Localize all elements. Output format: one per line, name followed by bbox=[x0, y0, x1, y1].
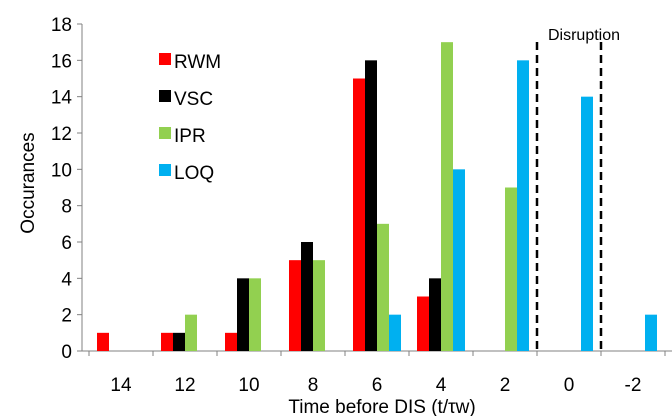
x-tick-label: 10 bbox=[238, 375, 259, 396]
x-tick-label: 4 bbox=[436, 375, 447, 396]
y-axis: 0 2 4 6 8 10 12 14 16 18 bbox=[51, 15, 83, 363]
x-axis: 14 12 10 8 6 4 2 0 -2 bbox=[82, 350, 672, 396]
legend-swatch-loq bbox=[159, 164, 171, 176]
bar-rwm bbox=[161, 332, 173, 351]
bar-ipr bbox=[505, 187, 517, 351]
bar-loq bbox=[645, 314, 657, 351]
y-tick-label: 4 bbox=[61, 269, 72, 290]
bar-ipr bbox=[377, 223, 389, 351]
bar-vsc bbox=[237, 278, 249, 351]
y-tick-label: 0 bbox=[61, 342, 72, 363]
bar-loq bbox=[517, 60, 529, 351]
x-tick-label: 0 bbox=[564, 375, 575, 396]
y-tick-label: 14 bbox=[51, 88, 73, 109]
legend-swatch-rwm bbox=[159, 53, 171, 65]
y-tick-label: 18 bbox=[51, 15, 72, 36]
bar-rwm bbox=[289, 260, 301, 351]
disruption-annotation: Disruption bbox=[548, 27, 620, 44]
legend-swatch-vsc bbox=[159, 90, 171, 102]
legend-label-ipr: IPR bbox=[174, 126, 206, 147]
x-tick-label: 14 bbox=[110, 375, 132, 396]
bars bbox=[97, 42, 657, 352]
bar-loq bbox=[453, 169, 465, 351]
y-tick-label: 12 bbox=[51, 124, 72, 145]
bar-loq bbox=[389, 314, 401, 351]
y-axis-title: Occurances bbox=[18, 132, 39, 233]
bar-vsc bbox=[173, 332, 185, 351]
legend-label-rwm: RWM bbox=[174, 52, 221, 73]
x-tick-label: 8 bbox=[308, 375, 319, 396]
x-tick-label: 12 bbox=[174, 375, 195, 396]
y-tick-label: 16 bbox=[51, 51, 72, 72]
bar-ipr bbox=[313, 260, 325, 351]
bar-rwm bbox=[225, 332, 237, 351]
bar-rwm bbox=[353, 78, 365, 351]
x-tick-label: -2 bbox=[625, 375, 642, 396]
bar-vsc bbox=[429, 278, 441, 351]
bar-loq bbox=[581, 96, 593, 352]
legend-label-vsc: VSC bbox=[174, 89, 213, 110]
bar-vsc bbox=[301, 242, 313, 351]
bar-rwm bbox=[97, 332, 109, 351]
legend-swatch-ipr bbox=[159, 127, 171, 139]
bar-rwm bbox=[417, 296, 429, 351]
bar-vsc bbox=[365, 60, 377, 351]
legend-label-loq: LOQ bbox=[174, 163, 214, 184]
legend: RWM VSC IPR LOQ bbox=[159, 52, 221, 184]
bar-ipr bbox=[249, 278, 261, 351]
y-tick-label: 10 bbox=[51, 160, 72, 181]
x-axis-title: Time before DIS (t/τw) bbox=[288, 397, 475, 416]
y-tick-label: 8 bbox=[61, 197, 72, 218]
y-tick-label: 6 bbox=[61, 233, 72, 254]
x-tick-label: 2 bbox=[500, 375, 511, 396]
bar-ipr bbox=[441, 42, 453, 352]
bar-ipr bbox=[185, 314, 197, 351]
y-tick-label: 2 bbox=[61, 306, 72, 327]
x-tick-label: 6 bbox=[372, 375, 383, 396]
